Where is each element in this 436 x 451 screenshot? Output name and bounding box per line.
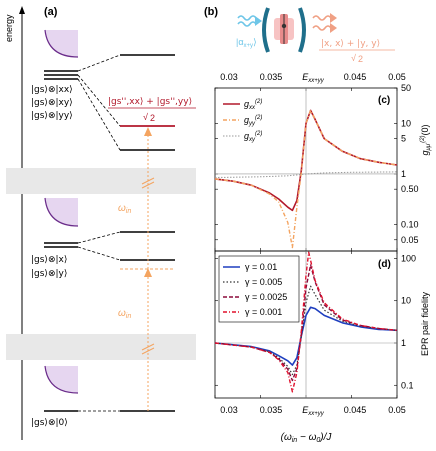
top-tick-1: 0.035 (260, 72, 283, 82)
energy-axis-label: energy (4, 14, 14, 42)
panel-d-label: (d) (378, 259, 391, 270)
output-state-denominator: 2 (358, 54, 363, 64)
bottom-tick-1: 0.035 (260, 405, 283, 415)
legend-d-1: γ = 0.005 (245, 277, 282, 287)
panel-d-plot (214, 251, 398, 398)
emitter-icon (281, 23, 287, 29)
top-axis: 0.03 0.035 0.045 0.05 Exx+yy (220, 72, 406, 84)
omega-in-upper: ωin (118, 203, 131, 215)
y-tick-label: 0.1 (401, 380, 414, 390)
bottom-tick-0: 0.03 (220, 405, 238, 415)
y-tick-label: 0.10 (401, 220, 419, 230)
legend-d-0: γ = 0.01 (245, 262, 277, 272)
panel-c-legend: gxx(2) gyy(2) gxy(2) (223, 99, 262, 143)
legend-c-xy: gxy(2) (244, 131, 262, 143)
panel-c-label: (c) (378, 95, 390, 106)
state-y: |gs⟩⊗|y⟩ (31, 269, 67, 279)
panel-a: (a) energy |gs⟩⊗|xx⟩ |gs⟩⊗|xy⟩ |gs⟩⊗|yy⟩… (4, 6, 196, 440)
panel-c-plot (214, 88, 398, 251)
y-tick-label: 1 (401, 169, 406, 179)
legend-c-xx: gxx(2) (244, 99, 262, 111)
y-tick-label: 5 (401, 134, 406, 144)
y-tick-label: 0.05 (401, 235, 419, 245)
cavity-mirror-right (298, 7, 306, 53)
series-line-3 (214, 251, 398, 393)
grey-band-top (6, 168, 196, 194)
panel-a-label: (a) (44, 6, 58, 18)
series-line-2 (214, 171, 398, 178)
y-tick-label: 1 (401, 338, 406, 348)
bell-state-denominator: 2 (150, 113, 155, 123)
legend-c-yy: gyy(2) (244, 115, 262, 127)
state-yy: |gs⟩⊗|yy⟩ (31, 111, 73, 121)
series-line-0 (214, 306, 398, 366)
omega-in-lower: ωin (118, 308, 131, 320)
well-shape-top (45, 30, 78, 57)
top-tick-0: 0.03 (220, 72, 238, 82)
panel-d: (d) 100 10 1 0.1 γ = 0.01 γ = 0.005 γ = 0.0… (214, 250, 430, 399)
panel-b: (b) |αx+y⟩ |x, x⟩ + |y, y⟩ √ 2 (204, 6, 395, 64)
bell-state-numerator: |gs'',xx⟩ + |gs'',yy⟩ (108, 97, 192, 107)
svg-text:√: √ (351, 53, 356, 63)
panel-b-label: (b) (204, 6, 218, 18)
y-tick-label: 10 (401, 296, 411, 306)
y-tick-label: 50 (401, 83, 411, 93)
state-zero: |gs⟩⊗|0⟩ (31, 418, 68, 428)
bottom-axis: 0.03 0.035 0.045 0.05 Exx+yy (ωin − ω0)/… (220, 405, 406, 444)
series-line-1 (214, 285, 398, 376)
input-state-label: |αx+y⟩ (236, 37, 257, 49)
y-tick-label: 0.50 (401, 184, 419, 194)
y-tick-label: 10 (401, 118, 411, 128)
top-tick-3: 0.05 (388, 72, 406, 82)
bottom-tick-2: 0.045 (344, 405, 367, 415)
state-xy: |gs⟩⊗|xy⟩ (31, 98, 73, 108)
bottom-marker-label: Exx+yy (302, 405, 325, 417)
cavity-mirror-left (262, 7, 270, 53)
panel-d-ylabel: EPR pair fidelity (420, 291, 430, 356)
panel-d-legend: γ = 0.01 γ = 0.005 γ = 0.0025 γ = 0.001 (218, 255, 300, 323)
legend-d-3: γ = 0.001 (245, 307, 282, 317)
svg-text:√: √ (143, 112, 148, 122)
y-tick-label: 100 (401, 253, 416, 263)
energy-arrow-head-icon (19, 6, 25, 14)
output-wave-icon (312, 15, 332, 21)
state-x: |gs⟩⊗|x⟩ (31, 255, 67, 265)
grey-band-bottom (6, 334, 196, 360)
input-wave-icon (237, 15, 257, 21)
legend-d-2: γ = 0.0025 (245, 292, 287, 302)
bottom-xlabel: (ωin − ω0)/J (281, 432, 333, 444)
panel-c-yticks: 50 10 5 1 0.50 0.10 0.05 (214, 83, 419, 251)
panel-c-ylabel: gμμ'(2)(0) (420, 124, 432, 155)
excitation-arrow-lower-icon (144, 268, 152, 277)
panel-c: (c) 50 10 5 1 0.50 0.10 0.05 gxx(2) gyy(2) gxy… (214, 83, 432, 252)
well-shape-middle (45, 198, 78, 226)
excitation-arrow-upper-icon (144, 127, 152, 136)
top-tick-2: 0.045 (344, 72, 367, 82)
state-xx: |gs⟩⊗|xx⟩ (31, 85, 73, 95)
well-shape-bottom (45, 366, 78, 393)
bottom-tick-3: 0.05 (388, 405, 406, 415)
series-line-1 (214, 109, 398, 249)
top-marker-label: Exx+yy (302, 72, 325, 84)
output-state-numerator: |x, x⟩ + |y, y⟩ (321, 39, 380, 49)
